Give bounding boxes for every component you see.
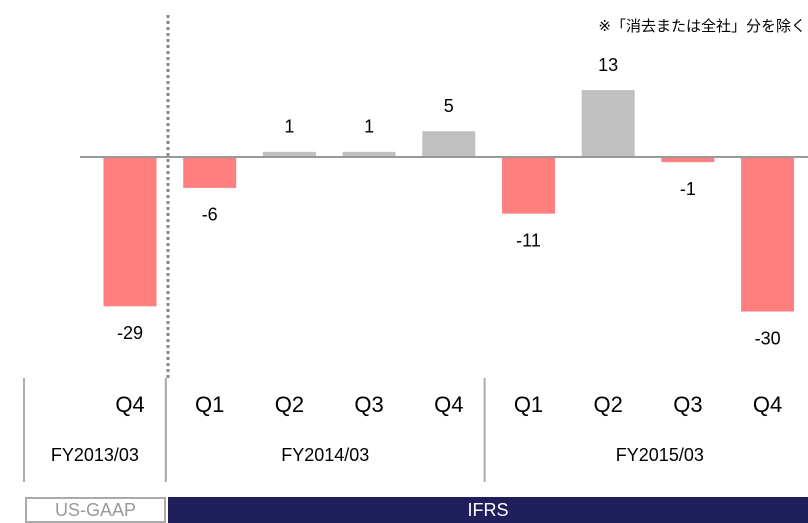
bar — [661, 157, 715, 163]
value-label: -30 — [755, 328, 781, 348]
group-label: FY2013/03 — [51, 445, 139, 465]
bar — [103, 157, 157, 307]
x-tick-label: Q4 — [115, 392, 144, 417]
standard-label: US-GAAP — [55, 500, 136, 520]
bar — [183, 157, 237, 188]
standard-box — [168, 497, 808, 523]
standard-label: IFRS — [467, 500, 508, 520]
x-tick-label: Q1 — [195, 392, 224, 417]
bar — [581, 90, 635, 157]
bar — [342, 151, 396, 157]
group-label: FY2015/03 — [616, 445, 704, 465]
x-tick-label: Q1 — [514, 392, 543, 417]
value-label: 13 — [598, 55, 618, 75]
x-tick-label: Q2 — [275, 392, 304, 417]
value-label: 1 — [284, 117, 294, 137]
value-label: 1 — [364, 117, 374, 137]
group-label: FY2014/03 — [281, 445, 369, 465]
standard-box — [25, 497, 166, 523]
note: ※「消去または全社」分を除く — [598, 17, 806, 35]
bar — [502, 157, 555, 214]
value-label: -1 — [680, 179, 696, 199]
x-tick-label: Q3 — [673, 392, 702, 417]
value-label: -11 — [516, 230, 541, 250]
x-tick-label: Q4 — [434, 392, 463, 417]
x-tick-label: Q2 — [594, 392, 623, 417]
value-label: 5 — [444, 96, 454, 116]
bar — [422, 131, 476, 157]
value-label: -29 — [117, 323, 143, 343]
bar — [741, 157, 795, 312]
value-label: -6 — [202, 205, 218, 225]
bar — [262, 151, 316, 157]
x-tick-label: Q3 — [354, 392, 383, 417]
x-tick-label: Q4 — [753, 392, 782, 417]
